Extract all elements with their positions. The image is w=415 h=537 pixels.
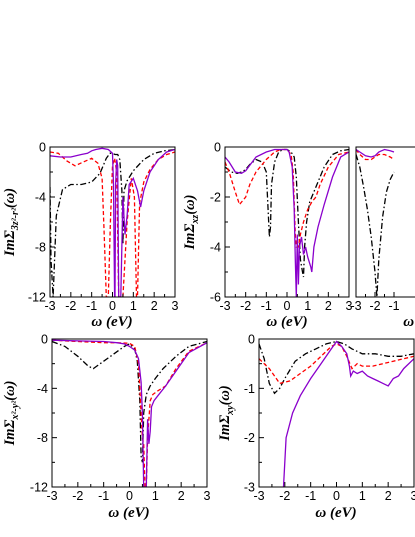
x-axis-label: ω (	[403, 314, 415, 330]
plot-frame	[51, 338, 208, 488]
series-dashdot-line	[50, 148, 175, 297]
y-label-subscript: xy	[225, 405, 236, 416]
series-solid-line	[282, 340, 415, 487]
series-solid-line	[225, 148, 349, 297]
series-dashdot-line	[259, 340, 415, 395]
x-tick-label: 0	[333, 489, 340, 503]
y-tick-label: -12	[28, 291, 46, 305]
series-dashed-line	[356, 149, 395, 161]
y-tick-label: 0	[214, 141, 221, 155]
x-tick-label: 1	[130, 299, 137, 313]
y-tick-label: -12	[30, 481, 48, 495]
x-tick-label: 3	[346, 299, 353, 313]
x-tick-label: -2	[65, 299, 76, 313]
series-dashed-line	[259, 343, 415, 385]
x-tick-label: -2	[369, 299, 380, 313]
y-label-subscript: xz	[190, 215, 201, 225]
y-tick-label: -8	[37, 431, 48, 445]
series-dashdot-line	[225, 148, 349, 278]
plot-frame	[258, 338, 415, 488]
y-axis-label: ImΣ3z²-r²(ω)	[2, 188, 21, 257]
x-tick-label: -3	[350, 299, 361, 313]
panel-p2: -3 -2 -1 0 1 2 30-2-4-6ω (eV)ImΣxz(ω)	[182, 141, 353, 331]
x-tick-label: 2	[151, 299, 158, 313]
y-label-tail: (ω)	[2, 381, 18, 401]
x-tick-label: -2	[72, 489, 83, 503]
x-tick-label: 1	[304, 299, 311, 313]
y-tick-label: -4	[35, 191, 46, 205]
y-tick-label: -8	[35, 241, 46, 255]
x-tick-label: 3	[172, 299, 179, 313]
y-axis-label: ImΣxz(ω)	[182, 195, 201, 251]
x-tick-label: 1	[152, 489, 159, 503]
y-label-main: ImΣ	[182, 224, 198, 251]
y-label-subscript: x²-y²	[10, 400, 21, 421]
series-dashdot-line	[356, 154, 395, 297]
x-tick-label: -3	[46, 489, 57, 503]
y-label-tail: (ω)	[217, 385, 233, 405]
plot-frame	[355, 146, 415, 298]
series-solid-line	[50, 147, 175, 297]
x-tick-label: 2	[325, 299, 332, 313]
series-solid-line	[356, 148, 395, 158]
y-label-subscript: 3z²-r²	[10, 207, 21, 231]
x-tick-label: 3	[411, 489, 415, 503]
y-axis-label: ImΣxy(ω)	[217, 385, 236, 442]
y-tick-label: 0	[248, 333, 255, 347]
series-solid-line	[52, 339, 207, 487]
x-tick-label: 0	[109, 299, 116, 313]
panel-p1: -3 -2 -1 0 1 2 30-4-8-12ω (eV)ImΣ3z²-r²(ω)	[2, 141, 179, 331]
panel-p3: -3 -2 -1 ω (	[350, 146, 415, 330]
y-tick-label: 0	[41, 333, 48, 347]
y-label-main: ImΣ	[2, 419, 18, 446]
y-label-main: ImΣ	[2, 230, 18, 257]
x-tick-label: -1	[261, 299, 272, 313]
series-dashed-line	[225, 148, 349, 248]
x-axis-label: ω (eV)	[266, 314, 307, 330]
x-tick-label: -2	[240, 299, 251, 313]
x-tick-label: 2	[178, 489, 185, 503]
series-dashed-line	[52, 339, 207, 487]
x-tick-label: -1	[305, 489, 316, 503]
y-tick-label: 0	[39, 141, 46, 155]
x-tick-label: -3	[44, 299, 55, 313]
x-tick-label: -1	[86, 299, 97, 313]
panel-p5: -3 -2 -1 0 1 2 3 0 -1 -2 -3 ω (eV) ImΣxy(ω)	[217, 333, 415, 522]
x-tick-label: 0	[284, 299, 291, 313]
x-tick-label: 3	[204, 489, 211, 503]
x-tick-label: -3	[253, 489, 264, 503]
y-tick-label: -6	[210, 291, 221, 305]
x-tick-label: -1	[98, 489, 109, 503]
y-tick-label: -4	[37, 382, 48, 396]
x-tick-label: -2	[279, 489, 290, 503]
x-tick-label: 0	[126, 489, 133, 503]
y-tick-label: -2	[244, 431, 255, 445]
x-axis-label: ω (eV)	[315, 505, 356, 521]
y-tick-label: -2	[210, 191, 221, 205]
y-label-tail: (ω)	[2, 188, 18, 208]
x-tick-label: 1	[359, 489, 366, 503]
series-dashed-line	[50, 151, 175, 297]
x-tick-label: -3	[219, 299, 230, 313]
panel-p4: -3 -2 -1 0 1 2 3 0 -4 -8 -12 ω (eV) ImΣx²-y²(ω)	[2, 333, 211, 522]
y-tick-label: -4	[210, 241, 221, 255]
y-label-tail: (ω)	[182, 195, 198, 215]
y-axis-label: ImΣx²-y²(ω)	[2, 381, 21, 447]
y-tick-label: -3	[244, 481, 255, 495]
x-tick-label: 2	[385, 489, 392, 503]
x-axis-label: ω (eV)	[91, 314, 132, 330]
plot-frame	[224, 146, 350, 298]
x-tick-label: -1	[388, 299, 399, 313]
y-tick-label: -1	[244, 382, 255, 396]
x-axis-label: ω (eV)	[108, 505, 149, 521]
y-label-main: ImΣ	[217, 415, 233, 442]
